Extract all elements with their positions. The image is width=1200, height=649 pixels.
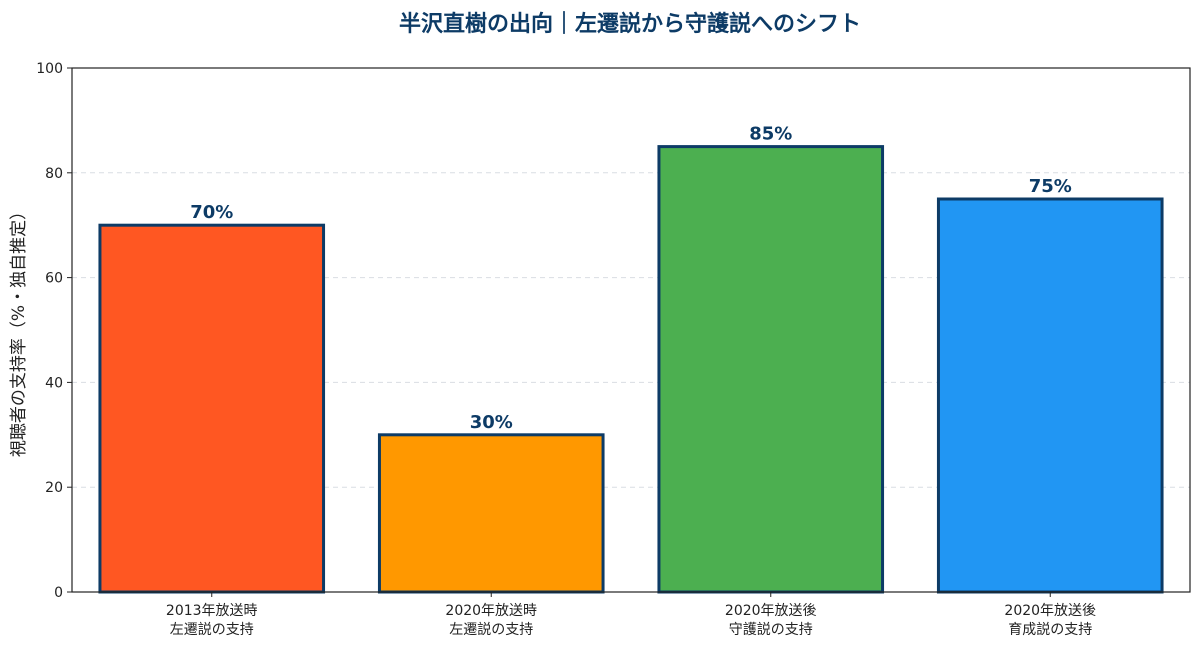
y-tick-label: 40 — [45, 375, 63, 391]
x-tick-label: 左遷説の支持 — [170, 622, 254, 638]
y-tick-label: 20 — [45, 480, 63, 496]
x-tick-label: 2020年放送後 — [1004, 603, 1096, 619]
y-tick-label: 60 — [45, 271, 63, 287]
x-tick-label: 守護説の支持 — [729, 622, 813, 638]
x-tick-label: 育成説の支持 — [1008, 622, 1092, 638]
chart-title: 半沢直樹の出向｜左遷説から守護説へのシフト — [398, 12, 861, 37]
x-tick-label: 左遷説の支持 — [449, 622, 533, 638]
data-label: 85% — [749, 124, 792, 145]
data-label: 70% — [190, 202, 233, 223]
bars — [98, 145, 1164, 594]
x-tick-label: 2020年放送時 — [445, 603, 537, 619]
bar — [377, 433, 605, 594]
x-tick-label: 2013年放送時 — [166, 603, 258, 619]
x-tick-label: 2020年放送後 — [725, 603, 817, 619]
y-tick-label: 100 — [36, 61, 63, 77]
y-axis-label: 視聴者の支持率（%・独自推定） — [9, 203, 29, 457]
bar — [657, 145, 885, 594]
y-tick-label: 0 — [54, 585, 63, 601]
bar — [936, 197, 1164, 594]
labels: 70% 30% 85% 75% — [190, 124, 1072, 433]
y-tick-label: 80 — [45, 166, 63, 182]
bar — [98, 223, 326, 594]
plot-frame — [71, 67, 1191, 593]
data-label: 30% — [470, 412, 513, 433]
axes: 0204060801002013年放送時左遷説の支持2020年放送時左遷説の支持… — [9, 61, 1191, 638]
data-label: 75% — [1029, 176, 1072, 197]
